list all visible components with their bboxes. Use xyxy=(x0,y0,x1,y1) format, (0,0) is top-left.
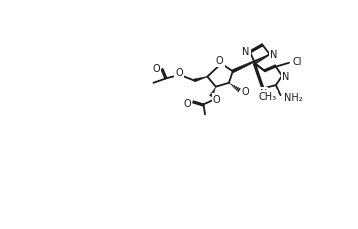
Text: N: N xyxy=(242,47,250,57)
Text: O: O xyxy=(184,98,191,108)
Text: NH₂: NH₂ xyxy=(284,92,302,102)
Text: O: O xyxy=(216,56,223,66)
Text: N: N xyxy=(260,89,267,99)
Text: N: N xyxy=(270,50,277,60)
Text: CH₃: CH₃ xyxy=(259,92,277,101)
Text: O: O xyxy=(242,86,250,96)
Text: Cl: Cl xyxy=(293,57,302,67)
Polygon shape xyxy=(232,55,270,74)
Text: O: O xyxy=(153,64,160,74)
Text: O: O xyxy=(213,95,221,104)
Text: N: N xyxy=(282,72,289,82)
Polygon shape xyxy=(194,77,207,83)
Text: O: O xyxy=(175,68,183,78)
